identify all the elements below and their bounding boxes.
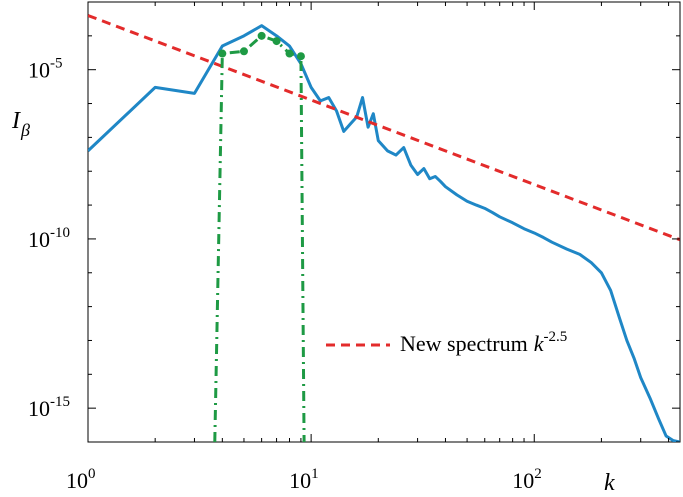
series-marker [296,52,305,61]
x-tick-exponent: 2 [534,466,542,482]
series-marker [257,31,266,40]
y-tick-label: 10-10 [28,225,70,252]
y-tick-exponent: -10 [50,225,70,241]
x-tick-label: 101 [289,466,319,493]
x-tick-exponent: 0 [88,466,96,482]
y-axis-label: Iβ [11,108,30,140]
legend-k: k [534,331,545,356]
x-tick-base: 10 [512,468,534,493]
series-marker [218,49,227,58]
legend-exponent: -2.5 [543,329,567,345]
series-layer [88,14,680,442]
y-tick-base: 10 [28,227,50,252]
x-tick-label: 100 [66,466,96,493]
plot-area [87,1,681,443]
y-tick-exponent: -5 [50,56,63,72]
x-axis-label: k [604,470,615,496]
x-tick-base: 10 [66,468,88,493]
series-marker [272,37,281,46]
x-tick-base: 10 [289,468,311,493]
legend-text: New spectrum [400,331,528,356]
x-tick-exponent: 1 [311,466,319,482]
legend-label-new-spectrum: New spectrum k-2.5 [400,329,567,356]
y-tick-label: 10-15 [28,394,70,421]
legend: New spectrum k-2.5 [326,329,567,356]
series-line-1 [88,14,680,242]
series-marker [285,49,294,58]
y-tick-base: 10 [28,396,50,421]
y-axis-label-sub: β [20,120,30,140]
series-line-0 [88,24,680,442]
x-tick-label: 102 [512,466,542,493]
y-tick-base: 10 [28,58,50,83]
y-axis-label-main: I [11,108,21,134]
y-tick-label: 10-5 [28,56,63,83]
series-marker [239,47,248,56]
y-tick-exponent: -15 [50,394,70,410]
